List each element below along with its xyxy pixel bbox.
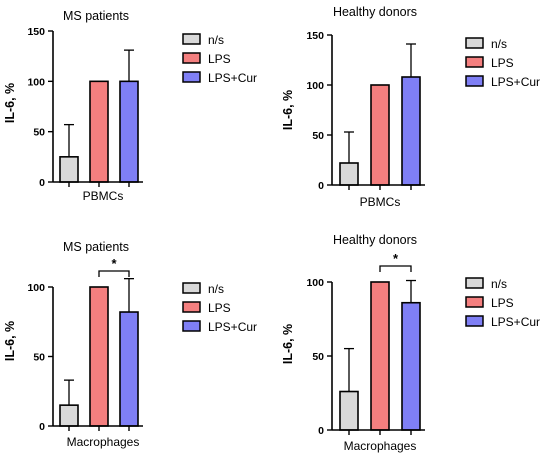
legend-label-lps: LPS — [208, 52, 231, 66]
y-tick-label-0: 0 — [318, 425, 324, 437]
legend-swatch-lps — [182, 301, 201, 313]
error-bars-group — [64, 278, 134, 406]
legend: n/s LPS LPS+Cur — [465, 277, 540, 329]
panel-title: Healthy donors — [333, 233, 417, 247]
x-axis-label: Macrophages — [67, 435, 140, 449]
axes-group: 0 50 100 — [306, 277, 425, 437]
bars-group — [339, 76, 421, 186]
legend: n/s LPS LPS+Cur — [182, 282, 257, 334]
y-tick-label-50: 50 — [312, 130, 324, 142]
legend-swatch-lps-cur — [182, 320, 201, 332]
y-tick-label-100: 100 — [306, 277, 324, 289]
legend-label-n-s: n/s — [491, 277, 507, 291]
bar-lps-cur — [401, 301, 421, 431]
error-bars-group — [64, 49, 134, 157]
y-tick-label-150: 150 — [27, 26, 45, 38]
legend-label-lps-cur: LPS+Cur — [491, 75, 540, 89]
legend-swatch-lps — [182, 52, 201, 64]
legend-swatch-n-s — [182, 33, 201, 45]
legend-label-lps-cur: LPS+Cur — [208, 71, 257, 85]
y-axis-label: IL-6, % — [281, 90, 295, 130]
y-axis-label: IL-6, % — [281, 324, 295, 364]
error-bars-group — [344, 279, 416, 392]
y-tick-label-100: 100 — [306, 80, 324, 92]
significance-label: * — [393, 251, 399, 266]
bar-lps — [370, 84, 390, 186]
y-tick-label-0: 0 — [39, 177, 45, 189]
legend-label-n-s: n/s — [208, 282, 224, 296]
bars-group — [339, 281, 421, 431]
legend-swatch-lps — [465, 56, 484, 68]
bar-lps-cur — [119, 311, 139, 427]
legend-label-lps: LPS — [491, 56, 514, 70]
panel-title: MS patients — [63, 9, 129, 23]
bar-lps — [370, 281, 390, 431]
legend-label-lps: LPS — [491, 296, 514, 310]
panel-ms-patients-pbmcs: MS patients IL-6, % PBMCs 0 50 100 150 n/s L… — [3, 9, 257, 203]
y-tick-label-50: 50 — [33, 352, 45, 364]
legend-swatch-n-s — [182, 282, 201, 294]
bar-lps — [89, 286, 109, 427]
error-bars-group — [344, 43, 416, 163]
bar-n-s — [339, 390, 359, 431]
significance-bracket: * — [379, 251, 412, 272]
bar-lps-cur — [401, 76, 421, 186]
significance-bracket: * — [98, 256, 130, 277]
legend-label-lps: LPS — [208, 301, 231, 315]
y-tick-label-100: 100 — [27, 76, 45, 88]
panel-healthy-donors-pbmcs: Healthy donors IL-6, % PBMCs 0 50 100 150 n… — [281, 5, 540, 209]
x-axis-label: PBMCs — [83, 189, 124, 203]
bar-n-s — [59, 404, 79, 427]
axes-group: 0 50 100 150 — [27, 26, 143, 189]
legend-swatch-n-s — [465, 277, 484, 289]
panel-title: MS patients — [63, 240, 129, 254]
bars-group — [59, 80, 139, 183]
legend-label-n-s: n/s — [208, 33, 224, 47]
panel-title: Healthy donors — [333, 5, 417, 19]
legend-swatch-lps-cur — [182, 71, 201, 83]
panel-ms-patients-macrophages: MS patients IL-6, % Macrophages 0 50 100 *… — [3, 240, 257, 449]
legend: n/s LPS LPS+Cur — [465, 37, 540, 89]
bar-lps — [89, 80, 109, 183]
bar-n-s — [339, 162, 359, 186]
axes-group: 0 50 100 — [27, 282, 143, 433]
y-tick-label-50: 50 — [312, 351, 324, 363]
legend-label-lps-cur: LPS+Cur — [491, 315, 540, 329]
legend-label-n-s: n/s — [491, 37, 507, 51]
panel-healthy-donors-macrophages: Healthy donors IL-6, % Macrophages 0 50 10… — [281, 233, 540, 453]
significance-line — [98, 270, 130, 277]
bars-group — [59, 286, 139, 427]
y-axis-label: IL-6, % — [3, 83, 17, 123]
legend-swatch-n-s — [465, 37, 484, 49]
axes-group: 0 50 100 150 — [306, 30, 425, 192]
y-tick-label-0: 0 — [39, 421, 45, 433]
legend-swatch-lps-cur — [465, 315, 484, 327]
y-tick-label-0: 0 — [318, 180, 324, 192]
x-axis-label: PBMCs — [360, 195, 401, 209]
significance-line — [379, 265, 412, 272]
bar-n-s — [59, 156, 79, 183]
y-axis-label: IL-6, % — [3, 321, 17, 361]
y-tick-label-50: 50 — [33, 127, 45, 139]
legend-label-lps-cur: LPS+Cur — [208, 320, 257, 334]
legend: n/s LPS LPS+Cur — [182, 33, 257, 85]
y-tick-label-150: 150 — [306, 30, 324, 42]
legend-swatch-lps-cur — [465, 75, 484, 87]
legend-swatch-lps — [465, 296, 484, 308]
bar-lps-cur — [119, 80, 139, 183]
x-axis-label: Macrophages — [344, 439, 417, 453]
y-tick-label-100: 100 — [27, 282, 45, 294]
significance-label: * — [111, 256, 117, 271]
